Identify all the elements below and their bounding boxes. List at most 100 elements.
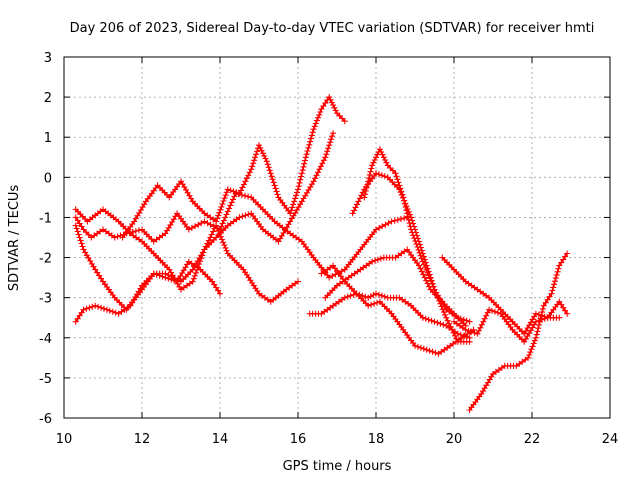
series-arc-2 — [72, 222, 301, 325]
data-point — [419, 258, 426, 265]
series-trace — [75, 223, 299, 323]
series-trace — [121, 95, 346, 238]
data-point — [224, 208, 231, 215]
data-point — [86, 304, 93, 311]
data-point — [430, 283, 437, 290]
data-point — [532, 334, 539, 341]
data-point — [374, 299, 380, 306]
data-point — [251, 157, 258, 164]
y-tick-label: -1 — [39, 211, 52, 226]
data-point — [249, 163, 256, 170]
data-point — [327, 139, 334, 146]
data-point — [316, 166, 323, 173]
x-tick-label: 14 — [212, 432, 229, 447]
data-point — [270, 179, 277, 186]
data-point — [196, 261, 203, 268]
data-point — [101, 305, 107, 312]
data-point — [535, 325, 542, 332]
data-point — [442, 311, 448, 318]
data-point — [339, 115, 346, 122]
data-point — [428, 317, 435, 324]
data-point — [481, 315, 488, 322]
data-point — [242, 178, 249, 185]
series-arc-10 — [361, 146, 473, 325]
data-point — [364, 181, 371, 188]
data-point — [452, 332, 458, 339]
data-point — [213, 224, 220, 231]
data-point — [293, 192, 300, 199]
data-point — [539, 305, 546, 312]
data-point — [245, 172, 252, 179]
data-point — [222, 244, 229, 251]
data-point — [292, 195, 299, 202]
data-point — [306, 141, 313, 148]
data-point — [449, 326, 456, 333]
data-point — [413, 241, 420, 248]
data-point — [462, 326, 469, 333]
data-point — [210, 223, 217, 230]
data-point — [264, 161, 271, 168]
data-point — [398, 188, 405, 195]
data-point — [216, 209, 223, 216]
data-point — [218, 236, 225, 243]
data-point — [434, 319, 441, 326]
data-point — [366, 171, 373, 178]
data-point — [231, 193, 238, 200]
data-point — [106, 307, 113, 314]
data-point — [412, 238, 419, 245]
data-point — [239, 184, 246, 191]
data-point — [265, 164, 272, 171]
data-point — [271, 182, 278, 189]
data-point — [468, 328, 475, 335]
data-point — [204, 220, 211, 227]
data-point — [227, 202, 234, 209]
data-point — [486, 306, 493, 313]
data-point — [273, 188, 280, 195]
data-point — [383, 159, 390, 166]
data-point — [404, 210, 411, 217]
data-point — [242, 212, 249, 219]
data-point — [534, 328, 541, 335]
data-point — [552, 278, 558, 285]
data-point — [111, 234, 118, 241]
data-point — [308, 132, 315, 139]
data-point — [217, 226, 223, 233]
data-point — [405, 213, 411, 220]
data-point — [535, 317, 542, 324]
data-point — [258, 147, 265, 154]
data-point — [217, 206, 224, 213]
data-point — [362, 188, 369, 194]
data-point — [392, 170, 399, 177]
data-point — [300, 163, 307, 170]
data-point — [344, 293, 351, 300]
data-point — [272, 185, 279, 192]
data-point — [80, 306, 87, 313]
data-point — [564, 250, 571, 257]
data-point — [405, 216, 412, 223]
data-point — [356, 195, 363, 202]
data-point — [95, 303, 102, 310]
data-point — [217, 290, 223, 297]
data-point — [243, 175, 250, 182]
data-point — [376, 146, 383, 153]
data-point — [363, 184, 370, 191]
data-point — [366, 175, 372, 182]
data-point — [437, 320, 444, 327]
data-point — [274, 191, 281, 198]
data-point — [290, 201, 297, 208]
data-point — [443, 314, 450, 321]
data-point — [365, 302, 372, 309]
data-point — [376, 224, 383, 231]
data-point — [219, 201, 226, 207]
data-point — [80, 226, 87, 233]
data-point — [331, 104, 338, 111]
data-point — [199, 252, 206, 259]
data-point — [302, 154, 309, 161]
data-point — [369, 162, 376, 169]
y-tick-label: 3 — [44, 51, 52, 66]
data-point — [375, 171, 382, 178]
data-point — [221, 195, 228, 202]
data-point — [553, 271, 560, 278]
series-arc-6 — [306, 290, 473, 341]
data-point — [454, 314, 461, 321]
